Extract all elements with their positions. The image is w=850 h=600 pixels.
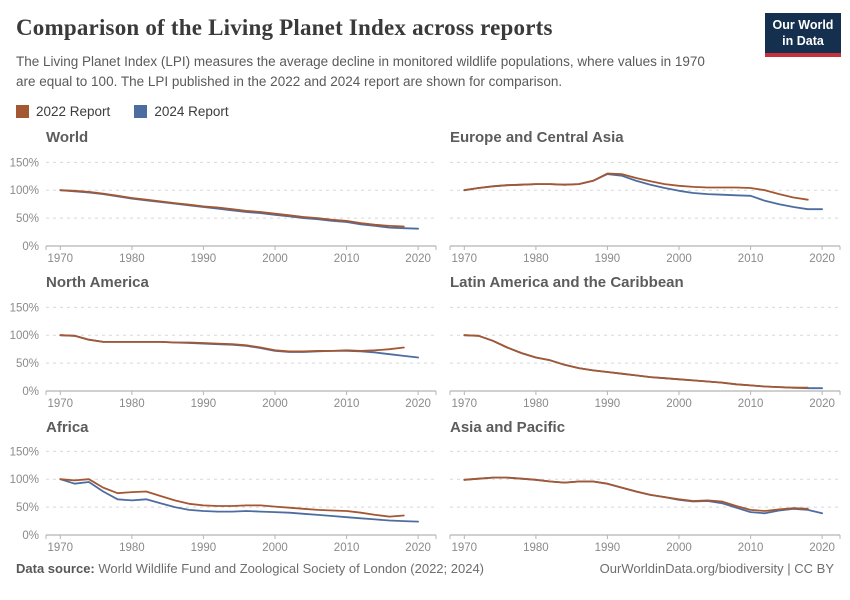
- x-tick-label: 2010: [738, 253, 764, 265]
- line-chart-north-america[interactable]: 1970 1980 1990 2000 2010 2020 0% 50% 100% 150%: [10, 299, 437, 410]
- chart-title-latin-america-caribbean: Latin America and the Caribbean: [450, 273, 684, 291]
- x-tick-label: 1980: [523, 542, 549, 554]
- series-line-2022-report: [59, 189, 405, 228]
- x-tick-label: 2000: [666, 398, 692, 410]
- data-source: Data source: World Wildlife Fund and Zoo…: [16, 561, 484, 576]
- x-tick-label: 1990: [191, 253, 217, 265]
- chart-panel-europe-central-asia: Europe and Central Asia 1970 1980 1990 2000…: [449, 129, 842, 265]
- x-tick-label: 1970: [48, 253, 74, 265]
- chart-title-africa: Africa: [46, 418, 89, 436]
- x-tick-label: 1990: [191, 542, 217, 554]
- chart-title-asia-pacific: Asia and Pacific: [450, 418, 566, 436]
- chart-subtitle: The Living Planet Index (LPI) measures t…: [16, 53, 705, 89]
- y-tick-label: 50%: [16, 358, 39, 370]
- legend-item-2022-report: 2022 Report: [16, 104, 110, 119]
- x-tick-label: 1990: [595, 253, 621, 265]
- y-tick-label: 100%: [10, 185, 39, 197]
- chart-title-north-america: North America: [46, 273, 149, 291]
- y-tick-label: 0%: [22, 241, 39, 253]
- x-tick-label: 1980: [119, 542, 145, 554]
- x-tick-label: 1970: [452, 542, 478, 554]
- y-tick-label: 100%: [10, 475, 39, 487]
- y-tick-label: 0%: [22, 530, 39, 542]
- x-tick-label: 2010: [334, 253, 360, 265]
- footer-link[interactable]: OurWorldinData.org/biodiversity | CC BY: [599, 561, 834, 577]
- x-tick-label: 1990: [191, 398, 217, 410]
- x-tick-label: 2010: [334, 542, 360, 554]
- series-line-2024-report: [463, 477, 824, 515]
- x-tick-label: 2000: [666, 253, 692, 265]
- series-line-2024-report: [463, 333, 824, 389]
- x-tick-label: 2010: [738, 398, 764, 410]
- line-chart-asia-pacific[interactable]: 1970 1980 1990 2000 2010 2020: [449, 443, 841, 554]
- y-tick-label: 150%: [10, 447, 39, 459]
- x-tick-label: 2020: [809, 253, 835, 265]
- series-line-2022-report: [463, 333, 809, 389]
- x-tick-label: 1980: [523, 398, 549, 410]
- y-tick-label: 100%: [10, 330, 39, 342]
- x-tick-label: 1970: [452, 398, 478, 410]
- x-tick-label: 1980: [119, 253, 145, 265]
- chart-panel-africa: Africa 1970 1980 1990 2000 2010 2020 0% 50% 100%…: [10, 418, 438, 554]
- y-tick-label: 150%: [10, 157, 39, 169]
- chart-panel-world: World 1970 1980 1990 2000 2010 2020 0% 50% 100% 1…: [10, 129, 438, 265]
- chart-panel-north-america: North America 1970 1980 1990 2000 2010 2020 0%…: [10, 273, 438, 410]
- x-tick-label: 1970: [48, 398, 74, 410]
- legend-label-2022: 2022 Report: [36, 104, 111, 120]
- legend-label-2024: 2024 Report: [154, 104, 229, 120]
- line-chart-europe-central-asia[interactable]: 1970 1980 1990 2000 2010 2020: [449, 154, 841, 265]
- x-tick-label: 1980: [119, 398, 145, 410]
- series-line-2024-report: [59, 478, 420, 523]
- owid-logo-line2: in Data: [782, 33, 824, 48]
- x-tick-label: 2000: [262, 542, 288, 554]
- chart-title-world: World: [46, 129, 89, 147]
- y-tick-label: 50%: [16, 502, 39, 514]
- chart-panel-asia-pacific: Asia and Pacific 1970 1980 1990 2000 2010 202…: [449, 418, 842, 554]
- y-tick-label: 150%: [10, 302, 39, 314]
- x-tick-label: 1990: [595, 542, 621, 554]
- series-line-2022-report: [59, 333, 405, 352]
- x-tick-label: 2020: [809, 542, 835, 554]
- x-tick-label: 2000: [666, 542, 692, 554]
- x-tick-label: 2010: [738, 542, 764, 554]
- data-source-label: Data source:: [16, 561, 95, 577]
- legend: 2022 Report 2024 Report: [16, 104, 840, 119]
- chart-panel-latin-america-caribbean: Latin America and the Caribbean 1970 1980…: [449, 273, 842, 410]
- chart-grid: World 1970 1980 1990 2000 2010 2020 0% 50% 100% 1…: [10, 129, 842, 554]
- x-tick-label: 1980: [523, 253, 549, 265]
- chart-title-europe-central-asia: Europe and Central Asia: [450, 129, 624, 147]
- legend-swatch-2022-icon: [16, 105, 29, 119]
- footer: Data source: World Wildlife Fund and Zoo…: [16, 561, 840, 576]
- legend-item-2024-report: 2024 Report: [134, 104, 229, 120]
- owid-logo-line1: Our World: [772, 18, 834, 32]
- series-line-2022-report: [463, 172, 809, 201]
- x-tick-label: 2020: [405, 398, 431, 410]
- x-tick-label: 2020: [405, 253, 431, 265]
- legend-swatch-2024-icon: [134, 105, 148, 119]
- owid-logo[interactable]: Our World in Data: [765, 13, 841, 58]
- x-tick-label: 1990: [595, 398, 621, 410]
- x-tick-label: 2000: [262, 253, 288, 265]
- y-tick-label: 50%: [16, 213, 39, 225]
- x-tick-label: 2010: [334, 398, 360, 410]
- series-line-2022-report: [463, 477, 809, 513]
- series-line-2024-report: [59, 333, 420, 358]
- page-title: Comparison of the Living Planet Index ac…: [16, 15, 553, 40]
- line-chart-latin-america-caribbean[interactable]: 1970 1980 1990 2000 2010 2020: [449, 299, 841, 410]
- data-source-text: World Wildlife Fund and Zoological Socie…: [94, 561, 485, 577]
- x-tick-label: 1970: [48, 542, 74, 554]
- x-tick-label: 2000: [262, 398, 288, 410]
- y-tick-label: 0%: [22, 386, 39, 398]
- series-line-2022-report: [59, 478, 405, 518]
- x-tick-label: 1970: [452, 253, 478, 265]
- line-chart-africa[interactable]: 1970 1980 1990 2000 2010 2020 0% 50% 100% 150%: [10, 443, 437, 554]
- x-tick-label: 2020: [809, 398, 835, 410]
- line-chart-world[interactable]: 1970 1980 1990 2000 2010 2020 0% 50% 100% 150%: [10, 154, 437, 265]
- x-tick-label: 2020: [405, 542, 431, 554]
